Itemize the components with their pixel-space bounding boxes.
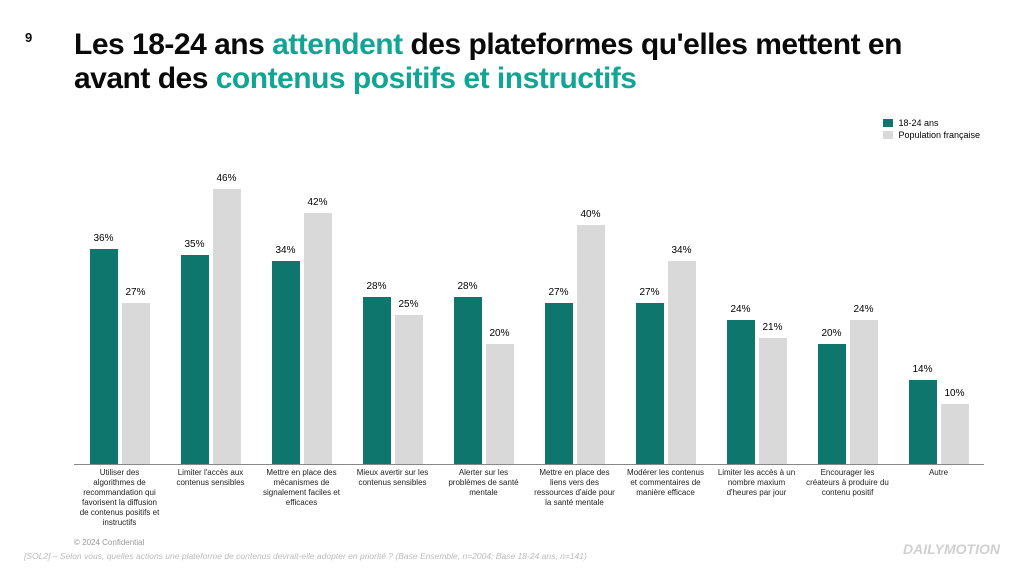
bar-group: 36%27% [74, 165, 165, 464]
category-label: Limiter l'accès aux contenus sensibles [165, 468, 256, 528]
bar-value-label: 34% [671, 245, 691, 256]
bar-group: 28%25% [347, 165, 438, 464]
legend-item-a: 18-24 ans [883, 118, 980, 128]
bar-series-a: 28% [454, 297, 482, 464]
bar-value-label: 21% [762, 322, 782, 333]
category-label: Mettre en place des liens vers des resso… [529, 468, 620, 528]
bar-series-b: 42% [304, 213, 332, 464]
bar-series-b: 40% [577, 225, 605, 464]
legend-item-b: Population française [883, 130, 980, 140]
bar-value-label: 46% [216, 173, 236, 184]
survey-question: [SOL2] – Selon vous, quelles actions une… [24, 551, 1000, 561]
bar-group: 14%10% [893, 165, 984, 464]
title-accent-2: contenus positifs et instructifs [216, 62, 637, 95]
bar-value-label: 28% [366, 281, 386, 292]
bar-group: 27%40% [529, 165, 620, 464]
category-label: Mettre en place des mécanismes de signal… [256, 468, 347, 528]
bar-series-a: 36% [90, 249, 118, 464]
bar-series-b: 34% [668, 261, 696, 464]
bar-value-label: 10% [944, 388, 964, 399]
bar-series-a: 28% [363, 297, 391, 464]
category-label: Autre [893, 468, 984, 528]
bar-value-label: 20% [821, 328, 841, 339]
title-block: Les 18-24 ans attendent des plateformes … [74, 28, 984, 95]
bar-value-label: 25% [398, 299, 418, 310]
bar-series-b: 10% [941, 404, 969, 464]
bar-groups: 36%27%35%46%34%42%28%25%28%20%27%40%27%3… [74, 165, 984, 464]
legend-label-a: 18-24 ans [898, 118, 938, 128]
plot-area: 36%27%35%46%34%42%28%25%28%20%27%40%27%3… [74, 165, 984, 465]
bar-value-label: 27% [125, 287, 145, 298]
confidential-note: © 2024 Confidential [24, 538, 1000, 547]
footer: © 2024 Confidential [SOL2] – Selon vous,… [24, 538, 1000, 561]
category-label: Encourager les créateurs à produire du c… [802, 468, 893, 528]
legend-swatch-b [883, 131, 893, 139]
title-accent-1: attendent [272, 28, 403, 61]
bar-series-a: 24% [727, 320, 755, 464]
bar-value-label: 42% [307, 197, 327, 208]
bar-value-label: 35% [184, 239, 204, 250]
page-title: Les 18-24 ans attendent des plateformes … [74, 28, 984, 95]
category-label: Modérer les contenus et commentaires de … [620, 468, 711, 528]
bar-series-a: 20% [818, 344, 846, 464]
bar-series-b: 27% [122, 303, 150, 464]
bar-series-a: 27% [545, 303, 573, 464]
bar-value-label: 24% [730, 304, 750, 315]
bar-value-label: 14% [912, 364, 932, 375]
bar-series-a: 35% [181, 255, 209, 464]
bar-value-label: 24% [853, 304, 873, 315]
bar-series-a: 34% [272, 261, 300, 464]
category-label: Utiliser des algorithmes de recommandati… [74, 468, 165, 528]
category-label: Limiter les accès à un nombre maxium d'h… [711, 468, 802, 528]
category-label: Mieux avertir sur les contenus sensibles [347, 468, 438, 528]
bar-group: 20%24% [802, 165, 893, 464]
bar-value-label: 40% [580, 209, 600, 220]
bar-group: 24%21% [711, 165, 802, 464]
bar-series-a: 14% [909, 380, 937, 464]
bar-chart: 36%27%35%46%34%42%28%25%28%20%27%40%27%3… [74, 165, 984, 465]
bar-group: 28%20% [438, 165, 529, 464]
category-labels: Utiliser des algorithmes de recommandati… [74, 468, 984, 528]
legend: 18-24 ans Population française [883, 118, 980, 142]
bar-group: 34%42% [256, 165, 347, 464]
slide-number: 9 [25, 30, 32, 45]
bar-group: 27%34% [620, 165, 711, 464]
bar-value-label: 27% [548, 287, 568, 298]
bar-group: 35%46% [165, 165, 256, 464]
bar-series-b: 20% [486, 344, 514, 464]
bar-series-a: 27% [636, 303, 664, 464]
legend-label-b: Population française [898, 130, 980, 140]
bar-series-b: 25% [395, 315, 423, 465]
brand-logo: DAILYMOTION [903, 541, 1000, 557]
legend-swatch-a [883, 119, 893, 127]
bar-series-b: 24% [850, 320, 878, 464]
bar-value-label: 20% [489, 328, 509, 339]
bar-value-label: 27% [639, 287, 659, 298]
category-label: Alerter sur les problèmes de santé menta… [438, 468, 529, 528]
bar-value-label: 28% [457, 281, 477, 292]
bar-value-label: 36% [93, 233, 113, 244]
bar-series-b: 46% [213, 189, 241, 464]
bar-value-label: 34% [275, 245, 295, 256]
title-part-1: Les 18-24 ans [74, 28, 272, 61]
bar-series-b: 21% [759, 338, 787, 464]
